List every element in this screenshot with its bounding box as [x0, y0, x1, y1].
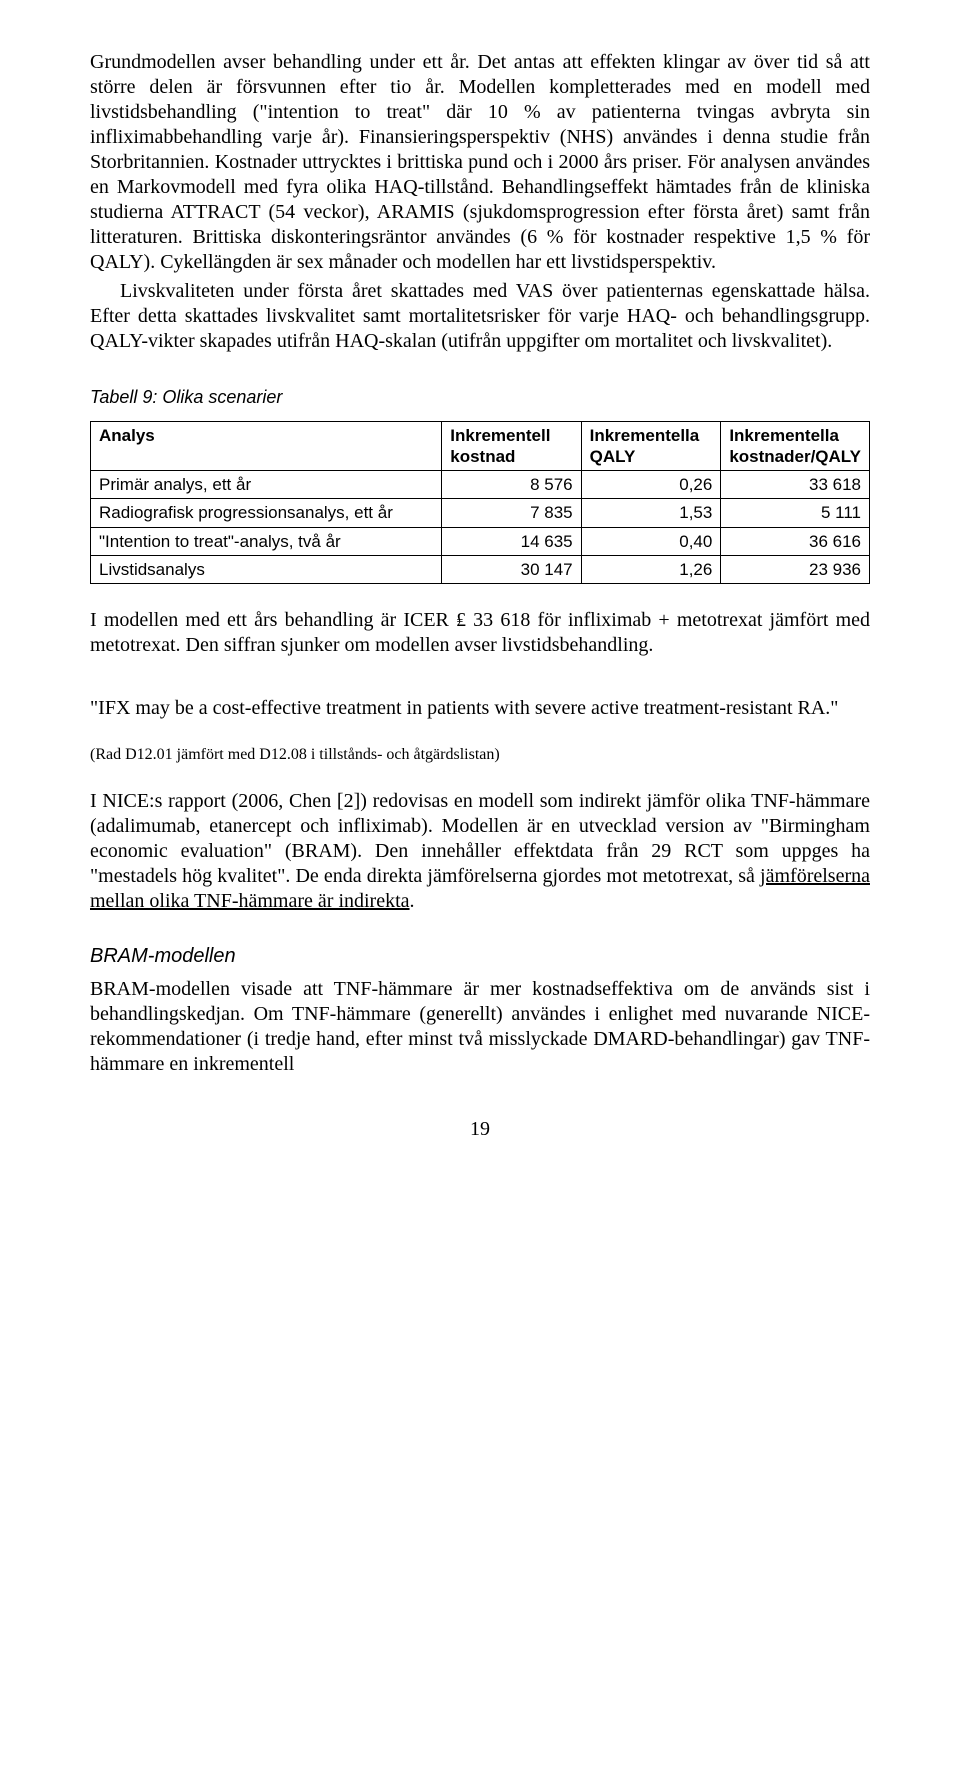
- cell-cost: 7 835: [442, 499, 581, 527]
- cell-qaly: 1,53: [581, 499, 721, 527]
- cell-label: Radiografisk progressionsanalys, ett år: [91, 499, 442, 527]
- th-line1: Inkrementell: [450, 426, 550, 445]
- cell-label: Livstidsanalys: [91, 555, 442, 583]
- cell-cost: 8 576: [442, 471, 581, 499]
- cell-qaly: 1,26: [581, 555, 721, 583]
- paragraph-nice: I NICE:s rapport (2006, Chen [2]) redovi…: [90, 789, 870, 914]
- cell-ratio: 5 111: [721, 499, 870, 527]
- cell-label: Primär analys, ett år: [91, 471, 442, 499]
- cell-ratio: 36 616: [721, 527, 870, 555]
- th-line2: kostnader/QALY: [729, 447, 861, 466]
- paragraph-intro-a: Grundmodellen avser behandling under ett…: [90, 50, 870, 275]
- table-caption: Tabell 9: Olika scenarier: [90, 386, 870, 409]
- cell-qaly: 0,40: [581, 527, 721, 555]
- page-number: 19: [90, 1117, 870, 1142]
- cell-label: "Intention to treat"-analys, två år: [91, 527, 442, 555]
- table-header-row: Analys Inkrementell kostnad Inkrementell…: [91, 421, 870, 471]
- text-segment: .: [410, 890, 415, 912]
- paragraph-bram: BRAM-modellen visade att TNF-hämmare är …: [90, 977, 870, 1077]
- cell-qaly: 0,26: [581, 471, 721, 499]
- cell-cost: 30 147: [442, 555, 581, 583]
- scenario-table: Analys Inkrementell kostnad Inkrementell…: [90, 421, 870, 585]
- paragraph-reference: (Rad D12.01 jämfört med D12.08 i tillstå…: [90, 745, 870, 765]
- paragraph-intro-b: Livskvaliteten under första året skattad…: [90, 279, 870, 354]
- table-header-ratio: Inkrementella kostnader/QALY: [721, 421, 870, 471]
- paragraph-quote: "IFX may be a cost-effective treatment i…: [90, 696, 870, 721]
- cell-ratio: 23 936: [721, 555, 870, 583]
- table-header-analys: Analys: [91, 421, 442, 471]
- document-page: Grundmodellen avser behandling under ett…: [0, 0, 960, 1182]
- table-row: "Intention to treat"-analys, två år 14 6…: [91, 527, 870, 555]
- section-heading-bram: BRAM-modellen: [90, 944, 870, 969]
- cell-ratio: 33 618: [721, 471, 870, 499]
- th-line1: Inkrementella: [729, 426, 839, 445]
- th-line1: Inkrementella: [590, 426, 700, 445]
- table-header-qaly: Inkrementella QALY: [581, 421, 721, 471]
- paragraph-icer: I modellen med ett års behandling är ICE…: [90, 608, 870, 658]
- table-header-kostnad: Inkrementell kostnad: [442, 421, 581, 471]
- cell-cost: 14 635: [442, 527, 581, 555]
- table-row: Primär analys, ett år 8 576 0,26 33 618: [91, 471, 870, 499]
- table-row: Radiografisk progressionsanalys, ett år …: [91, 499, 870, 527]
- th-line2: kostnad: [450, 447, 515, 466]
- th-line2: QALY: [590, 447, 636, 466]
- table-row: Livstidsanalys 30 147 1,26 23 936: [91, 555, 870, 583]
- text-segment: I NICE:s rapport (2006, Chen [2]) redovi…: [90, 790, 870, 887]
